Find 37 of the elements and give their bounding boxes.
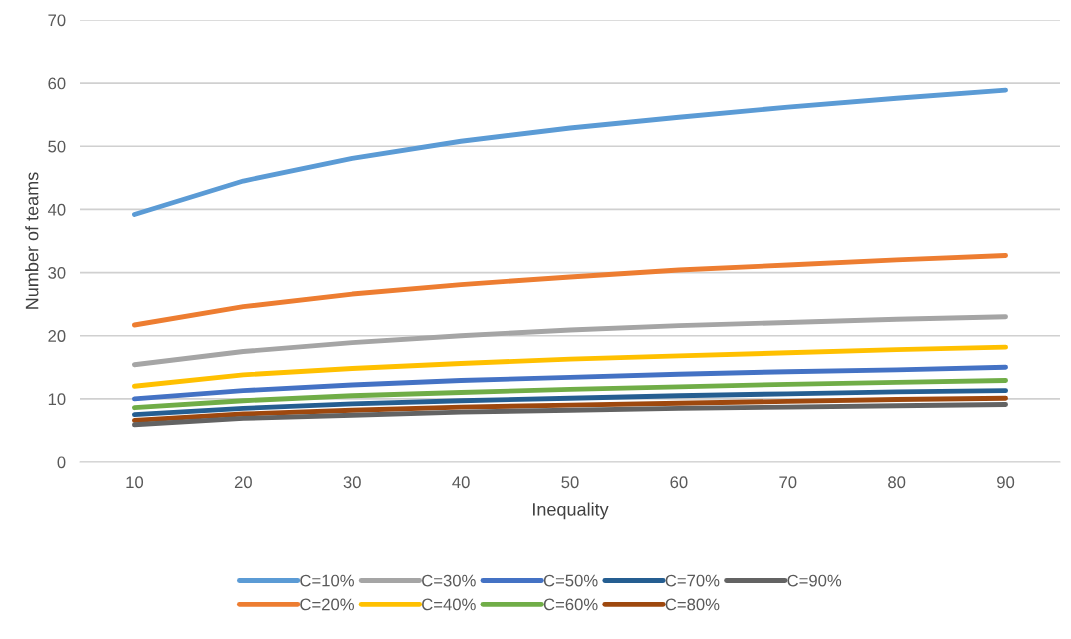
x-tick-label: 40	[452, 476, 470, 489]
x-tick-label: 80	[888, 476, 906, 489]
legend-label: C=10%	[300, 574, 354, 587]
line-series	[132, 395, 1008, 423]
y-tick-label: 0	[57, 456, 66, 469]
line-series	[132, 364, 1008, 402]
x-tick-label: 60	[670, 476, 688, 489]
line-series	[132, 87, 1008, 217]
legend-label: C=20%	[300, 598, 354, 611]
legend-label: C=90%	[787, 574, 842, 587]
x-tick-label: 50	[561, 476, 579, 489]
y-tick-label: 70	[48, 14, 66, 27]
y-tick-label: 10	[48, 393, 66, 406]
legend-label: C=60%	[543, 598, 598, 611]
x-tick-label: 20	[234, 476, 252, 489]
y-tick-label: 50	[48, 140, 66, 153]
y-tick-label: 20	[48, 330, 66, 342]
legend-label: C=50%	[543, 574, 598, 587]
legend-label: C=70%	[665, 574, 720, 587]
y-axis-title: Number of teams	[25, 172, 39, 309]
x-tick-label: 10	[126, 476, 144, 489]
x-tick-label: 90	[997, 476, 1015, 489]
line-series	[132, 344, 1008, 389]
line-series	[132, 378, 1008, 411]
y-tick-label: 40	[47, 203, 66, 216]
line-series	[132, 314, 1008, 368]
x-tick-label: 70	[779, 476, 797, 489]
y-tick-label: 60	[48, 77, 66, 90]
line-series	[132, 253, 1008, 328]
legend-label: C=80%	[665, 598, 720, 611]
legend-label: C=40%	[422, 598, 476, 611]
x-tick-label: 30	[343, 476, 361, 489]
x-axis-title: Inequality	[533, 502, 609, 520]
line-series	[132, 402, 1008, 428]
line-series	[132, 388, 1008, 418]
y-tick-label: 30	[48, 266, 66, 279]
legend-label: C=30%	[422, 574, 476, 587]
